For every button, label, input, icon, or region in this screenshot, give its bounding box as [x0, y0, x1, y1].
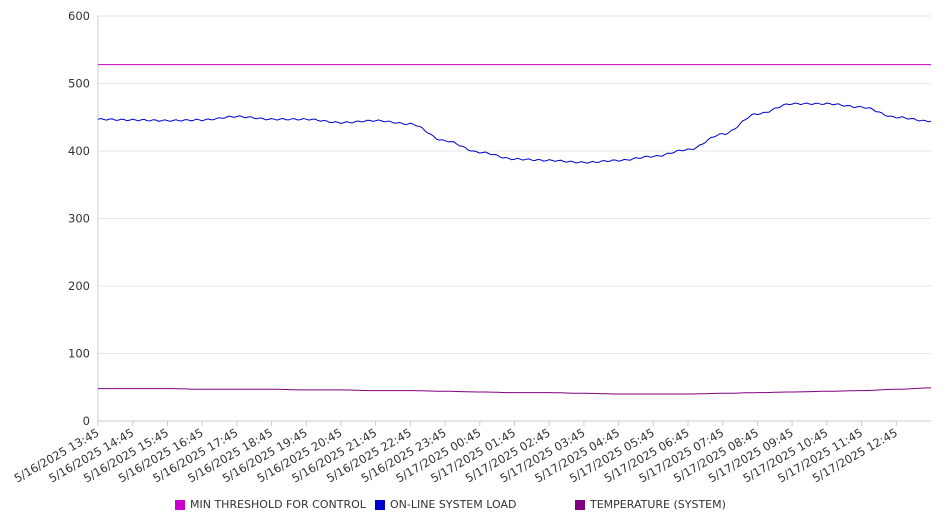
series-line-on-line-system-load: [97, 102, 932, 164]
series-lines: [97, 64, 932, 395]
y-tick-label-200: 200: [68, 279, 90, 293]
series-line-temperature-system: [98, 387, 931, 395]
y-tick-label-400: 400: [68, 144, 90, 158]
legend-swatch-min-threshold: [175, 499, 185, 510]
axes: [97, 16, 931, 426]
legend-label-system-load: ON-LINE SYSTEM LOAD: [390, 498, 517, 511]
legend-swatch-system-load: [375, 499, 385, 510]
y-tick-label-100: 100: [68, 347, 90, 361]
y-tick-label-600: 600: [68, 9, 90, 23]
legend-item-system-load: ON-LINE SYSTEM LOAD: [375, 498, 516, 511]
y-tick-label-300: 300: [68, 212, 90, 226]
legend-item-temperature: TEMPERATURE (SYSTEM): [575, 498, 726, 511]
legend-label-min-threshold: MIN THRESHOLD FOR CONTROL: [190, 498, 366, 511]
y-tick-labels: 0 100 200 300 400 500 600: [68, 9, 90, 428]
grid: [98, 15, 931, 422]
x-tick-labels: 5/16/2025 13:455/16/2025 14:455/16/2025 …: [12, 425, 900, 485]
legend-swatch-temperature: [575, 499, 585, 510]
legend-item-min-threshold: MIN THRESHOLD FOR CONTROL: [175, 498, 366, 511]
legend-label-temperature: TEMPERATURE (SYSTEM): [590, 498, 726, 511]
legend: MIN THRESHOLD FOR CONTROL ON-LINE SYSTEM…: [0, 498, 946, 514]
y-tick-label-500: 500: [68, 77, 90, 91]
y-tick-label-0: 0: [83, 414, 90, 428]
